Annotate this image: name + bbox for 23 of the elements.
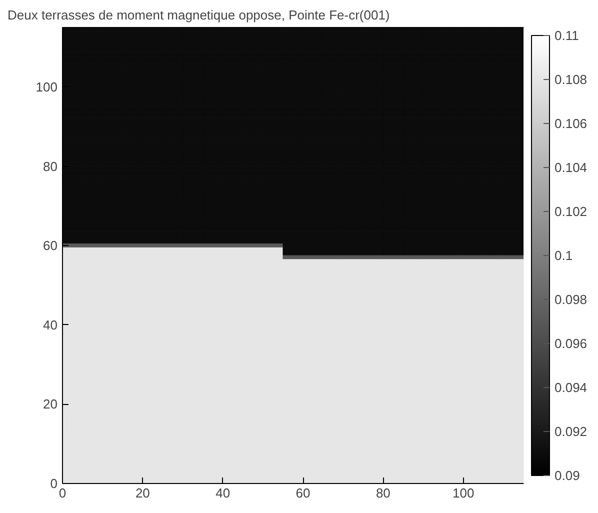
color-bar-label: 0.098 [554,292,588,307]
color-bar-label: 0.1 [554,248,573,263]
color-bar-label: 0.092 [554,424,588,439]
x-tick-label: 20 [135,486,150,500]
color-bar-label: 0.108 [554,72,588,87]
color-bar-label: 0.096 [554,336,588,351]
color-bar-label: 0.11 [554,28,579,43]
y-tick-label: 20 [43,396,58,412]
color-bar-label: 0.104 [554,160,588,175]
y-tick-label: 40 [43,317,58,332]
color-bar-label: 0.102 [554,204,588,219]
color-bar-label: 0.106 [554,116,588,131]
x-tick-label: 80 [376,486,390,500]
y-tick-label: 60 [43,238,58,254]
chart-title: Deux terrasses de moment magnetique oppose, Pointe Fe-cr(001) [8,8,390,22]
x-tick-label: 100 [452,486,474,500]
x-tick-label: 40 [216,486,230,500]
y-tick-label: 0 [50,476,58,491]
y-tick-label: 80 [43,158,58,174]
x-tick-label: 60 [296,486,310,500]
y-tick-label: 100 [36,79,58,94]
color-bar-label: 0.09 [554,468,580,483]
color-bar-label: 0.094 [554,380,588,395]
